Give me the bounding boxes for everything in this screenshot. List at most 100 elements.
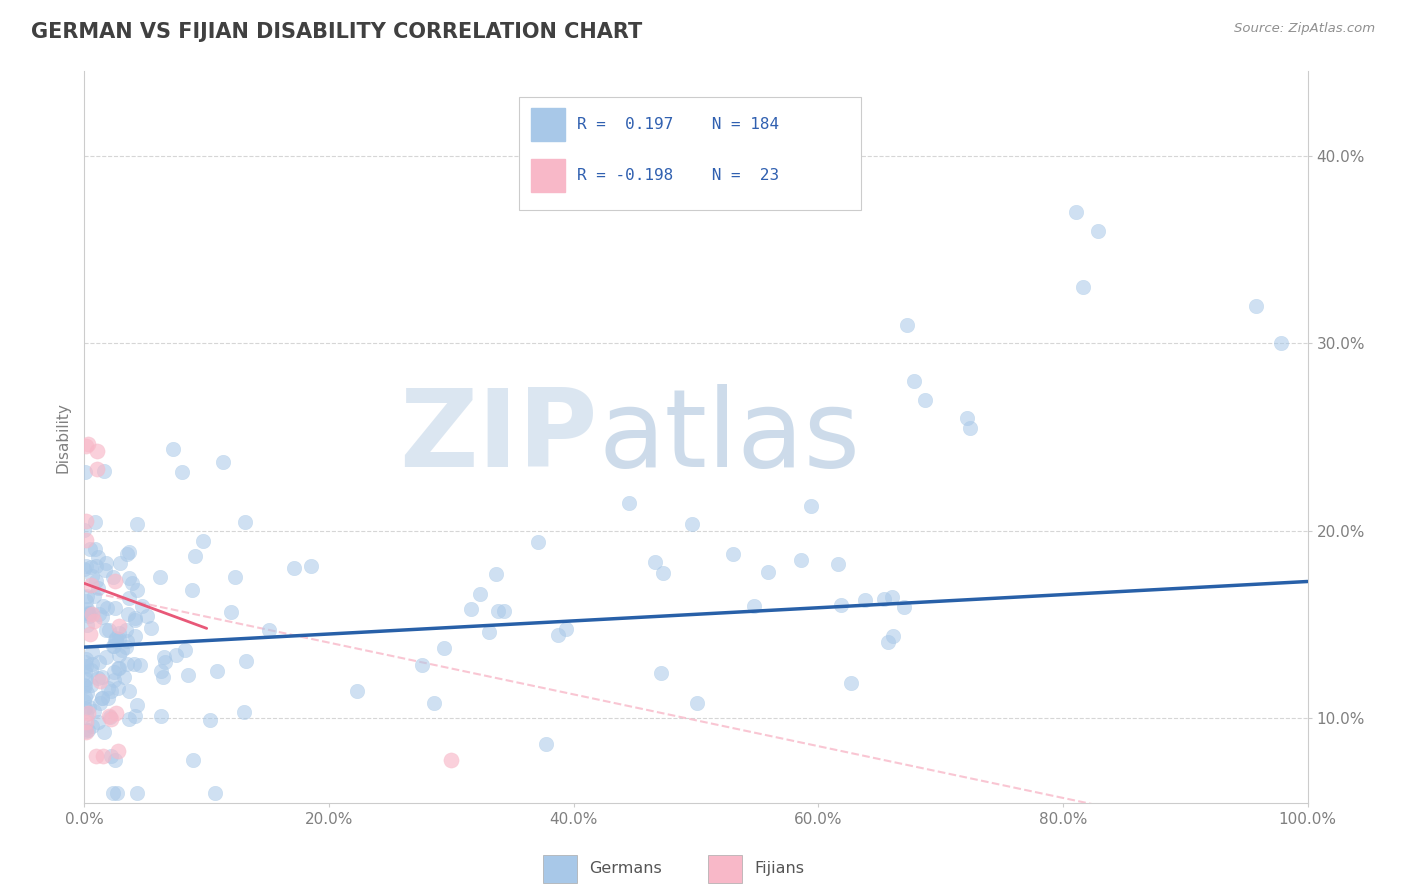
Point: [103, 673, 125, 688]
Point: [136, 608, 159, 623]
Point: [84, 515, 107, 529]
Point: [83, 614, 105, 628]
Point: [873, 591, 896, 606]
Point: [882, 629, 904, 643]
Point: [149, 664, 172, 678]
Point: [111, 643, 134, 657]
Point: [1064, 205, 1087, 219]
Point: [177, 667, 200, 681]
Point: [956, 411, 979, 425]
Point: [108, 625, 131, 640]
Point: [839, 675, 862, 690]
Point: [105, 786, 128, 800]
Point: [1270, 336, 1292, 351]
Point: [882, 590, 904, 604]
Point: [87, 581, 110, 595]
Point: [433, 640, 456, 655]
Point: [98, 710, 121, 724]
Text: GERMAN VS FIJIAN DISABILITY CORRELATION CHART: GERMAN VS FIJIAN DISABILITY CORRELATION …: [31, 22, 643, 42]
Point: [87, 550, 110, 565]
Point: [283, 561, 305, 575]
Point: [80, 678, 103, 692]
Point: [91, 691, 114, 706]
Point: [79, 542, 101, 557]
Point: [75, 707, 97, 722]
Point: [346, 683, 368, 698]
Point: [127, 786, 149, 800]
Point: [193, 534, 215, 549]
Point: [75, 672, 97, 686]
Point: [94, 623, 117, 637]
Point: [914, 392, 936, 407]
Point: [80, 560, 103, 574]
Point: [93, 725, 115, 739]
Point: [82, 645, 104, 659]
Point: [181, 582, 204, 597]
Point: [104, 574, 127, 588]
Point: [115, 640, 138, 654]
Point: [1071, 280, 1094, 294]
Point: [75, 659, 97, 673]
Point: [89, 674, 111, 689]
Point: [73, 562, 96, 576]
Text: Germans: Germans: [589, 861, 662, 876]
Point: [125, 698, 148, 713]
Point: [903, 374, 925, 388]
Point: [121, 575, 143, 590]
Point: [468, 587, 491, 601]
Text: ZIP: ZIP: [399, 384, 598, 490]
Point: [75, 559, 97, 574]
Point: [79, 606, 101, 620]
Point: [853, 593, 876, 607]
Point: [75, 724, 97, 739]
Point: [257, 623, 280, 637]
Point: [87, 715, 110, 730]
Point: [204, 786, 226, 800]
Point: [76, 589, 98, 603]
Point: [103, 639, 125, 653]
Point: [80, 664, 103, 678]
Point: [80, 719, 103, 733]
Point: [73, 655, 96, 669]
Point: [233, 516, 256, 530]
Point: [103, 639, 125, 653]
Point: [153, 655, 176, 669]
Point: [122, 657, 145, 672]
Point: [73, 723, 96, 737]
Point: [115, 657, 138, 672]
Point: [86, 443, 108, 458]
Point: [100, 684, 122, 698]
Point: [127, 517, 149, 532]
Point: [96, 650, 118, 665]
Point: [104, 706, 127, 720]
Point: [79, 607, 101, 621]
Point: [86, 559, 108, 574]
Point: [494, 603, 516, 617]
Point: [101, 786, 124, 800]
Point: [118, 712, 141, 726]
Point: [235, 654, 257, 668]
Text: Fijians: Fijians: [755, 861, 804, 876]
Point: [83, 704, 105, 718]
Point: [172, 465, 194, 479]
Point: [790, 553, 813, 567]
Point: [73, 701, 96, 715]
Point: [75, 440, 97, 454]
Point: [124, 611, 146, 625]
Point: [652, 566, 675, 580]
Point: [75, 679, 97, 693]
Point: [181, 752, 204, 766]
Point: [82, 657, 104, 671]
Point: [118, 571, 141, 585]
Point: [76, 706, 98, 720]
FancyBboxPatch shape: [531, 108, 565, 141]
Point: [893, 600, 915, 615]
Point: [460, 602, 482, 616]
Point: [73, 690, 96, 704]
Point: [149, 570, 172, 584]
Point: [98, 709, 121, 723]
Point: [224, 570, 246, 584]
Point: [107, 632, 129, 647]
Point: [117, 547, 139, 561]
Point: [100, 713, 122, 727]
